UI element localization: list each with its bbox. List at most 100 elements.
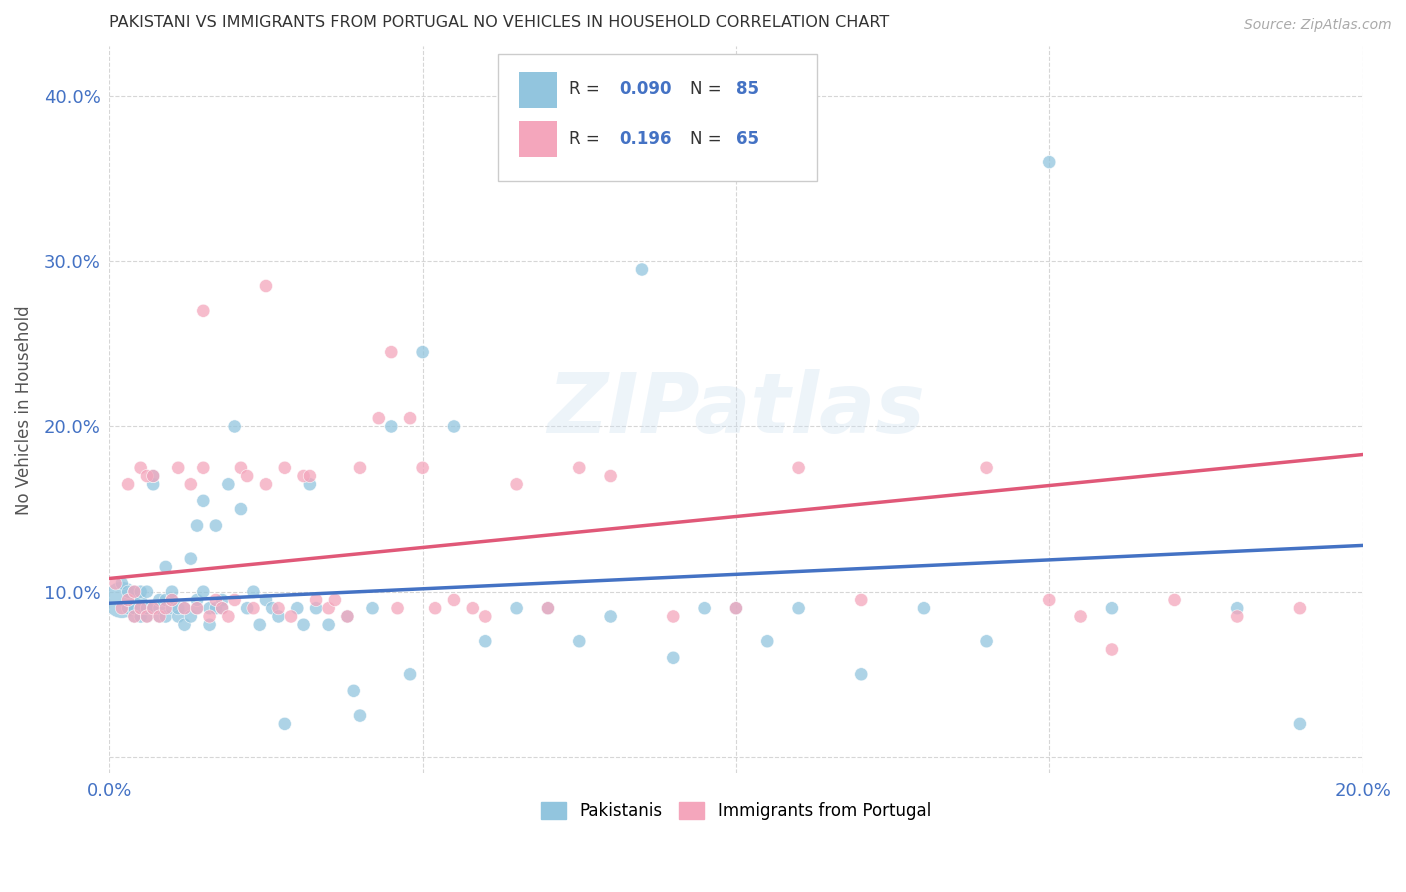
Point [1289, 717, 1312, 731]
Point [242, 601, 264, 615]
Point [135, 601, 157, 615]
Point [254, 593, 277, 607]
Point [117, 584, 139, 599]
Point [292, 617, 315, 632]
Point [135, 584, 157, 599]
FancyBboxPatch shape [498, 54, 817, 181]
Point [173, 601, 195, 615]
Point [387, 601, 409, 615]
Point [155, 560, 177, 574]
Point [129, 460, 152, 475]
Point [349, 460, 371, 475]
Point [292, 469, 315, 483]
Point [285, 601, 308, 615]
Point [412, 345, 434, 359]
Point [537, 601, 560, 615]
Point [124, 609, 146, 624]
Point [298, 477, 321, 491]
Point [631, 262, 654, 277]
Text: 0.196: 0.196 [620, 129, 672, 148]
Point [186, 601, 208, 615]
Point [167, 601, 190, 615]
Point [198, 617, 221, 632]
Point [474, 634, 496, 648]
Point [305, 601, 328, 615]
Point [111, 576, 134, 591]
Point [167, 609, 190, 624]
Point [976, 634, 998, 648]
Point [1070, 609, 1092, 624]
Point [124, 584, 146, 599]
Point [280, 609, 302, 624]
Point [193, 584, 215, 599]
Text: ZIPatlas: ZIPatlas [547, 369, 925, 450]
Point [443, 419, 465, 434]
Point [724, 601, 747, 615]
Point [129, 601, 152, 615]
Point [155, 609, 177, 624]
Point [186, 601, 208, 615]
Point [298, 469, 321, 483]
Point [412, 460, 434, 475]
Point [135, 601, 157, 615]
Point [180, 609, 202, 624]
Point [1226, 601, 1249, 615]
Text: 0.090: 0.090 [620, 79, 672, 97]
Point [186, 518, 208, 533]
Point [205, 593, 228, 607]
Point [756, 634, 779, 648]
Point [1289, 601, 1312, 615]
Point [254, 477, 277, 491]
Point [274, 460, 297, 475]
Point [173, 601, 195, 615]
Point [142, 469, 165, 483]
Point [249, 617, 271, 632]
Point [443, 593, 465, 607]
Point [124, 601, 146, 615]
Point [211, 593, 233, 607]
Point [186, 593, 208, 607]
Point [142, 469, 165, 483]
Point [399, 667, 422, 681]
Point [474, 609, 496, 624]
Point [693, 601, 716, 615]
Text: R =: R = [569, 79, 605, 97]
Y-axis label: No Vehicles in Household: No Vehicles in Household [15, 305, 32, 515]
Point [193, 493, 215, 508]
Point [129, 601, 152, 615]
Point [568, 460, 591, 475]
Bar [519, 120, 557, 157]
Point [425, 601, 447, 615]
Point [160, 601, 183, 615]
Point [142, 477, 165, 491]
Point [155, 601, 177, 615]
Point [336, 609, 359, 624]
Point [349, 708, 371, 723]
Point [599, 609, 621, 624]
Point [148, 609, 170, 624]
Point [267, 601, 290, 615]
Point [148, 593, 170, 607]
Point [505, 477, 527, 491]
Point [198, 609, 221, 624]
Point [323, 593, 346, 607]
Point [173, 617, 195, 632]
Point [180, 551, 202, 566]
Point [111, 601, 134, 615]
Text: PAKISTANI VS IMMIGRANTS FROM PORTUGAL NO VEHICLES IN HOUSEHOLD CORRELATION CHART: PAKISTANI VS IMMIGRANTS FROM PORTUGAL NO… [110, 15, 890, 30]
Point [211, 601, 233, 615]
Text: Source: ZipAtlas.com: Source: ZipAtlas.com [1244, 18, 1392, 32]
Point [167, 460, 190, 475]
Point [205, 601, 228, 615]
Point [361, 601, 384, 615]
Point [211, 601, 233, 615]
Point [117, 593, 139, 607]
Point [537, 601, 560, 615]
Point [1038, 155, 1060, 169]
Point [505, 601, 527, 615]
Point [336, 609, 359, 624]
Point [229, 460, 252, 475]
Point [254, 279, 277, 293]
Bar [519, 72, 557, 108]
Point [461, 601, 484, 615]
